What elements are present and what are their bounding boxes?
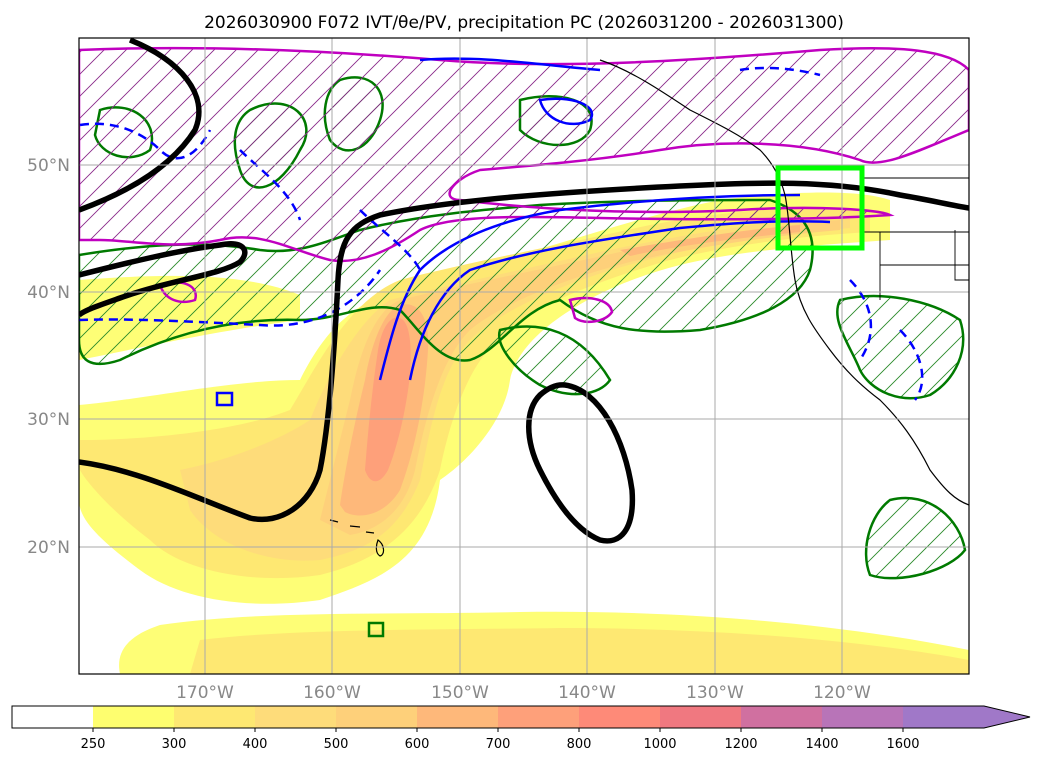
map-panel	[79, 38, 969, 674]
colorbar-tick-label: 600	[405, 737, 430, 752]
colorbar-swatch	[741, 706, 822, 728]
latitude-labels: 50°N 40°N 30°N 20°N	[27, 156, 70, 558]
lat-label-30n: 30°N	[27, 410, 70, 430]
colorbar-swatch	[336, 706, 417, 728]
lat-label-50n: 50°N	[27, 156, 70, 176]
lon-label-130w: 130°W	[686, 683, 744, 703]
thick-contour-low	[526, 382, 636, 544]
colorbar-tick-label: 400	[243, 737, 268, 752]
state-borders	[860, 177, 969, 300]
region-highlight-box	[775, 165, 865, 251]
lon-label-120w: 120°W	[813, 683, 871, 703]
map-frame	[78, 37, 970, 675]
lat-label-20n: 20°N	[27, 538, 70, 558]
colorbar-tick-label: 300	[162, 737, 187, 752]
theta-e-contours	[79, 57, 924, 407]
colorbar-swatch	[255, 706, 336, 728]
colorbar-tick-label: 800	[567, 737, 592, 752]
lon-label-140w: 140°W	[558, 683, 616, 703]
north-america-coast	[599, 59, 969, 506]
colorbar-swatch	[660, 706, 741, 728]
colorbar-tick-label: 1600	[886, 737, 919, 752]
coastlines	[329, 59, 969, 557]
longitude-labels: 170°W 160°W 150°W 140°W 130°W 120°W	[176, 683, 871, 703]
colorbar-swatch	[12, 706, 93, 728]
colorbar-swatch	[417, 706, 498, 728]
pv-contour-east	[497, 294, 967, 580]
colorbar: 250 300 400 500 600 700 800 1000 1200 1400 1600	[11, 705, 1031, 752]
colorbar-tick-label: 250	[81, 737, 106, 752]
theta-e-dashed	[79, 66, 924, 401]
colorbar-tick-label: 1000	[643, 737, 676, 752]
lon-label-150w: 150°W	[431, 683, 489, 703]
chart-title: 2026030900 F072 IVT/θe/PV, precipitation…	[204, 13, 844, 33]
gridlines	[79, 38, 969, 674]
thick-contour-north	[79, 38, 248, 318]
colorbar-swatch	[174, 706, 255, 728]
colorbar-tick-label: 1200	[724, 737, 757, 752]
colorbar-outline	[11, 705, 1031, 729]
thick-contours	[79, 38, 969, 544]
colorbar-extend-arrow	[903, 706, 1030, 728]
colorbar-swatch	[579, 706, 660, 728]
colorbar-swatch	[93, 706, 174, 728]
lon-label-160w: 160°W	[303, 683, 361, 703]
thick-contour-main	[79, 180, 969, 522]
colorbar-swatch	[822, 706, 903, 728]
colorbar-tick-label: 1400	[805, 737, 838, 752]
colorbar-tick-label: 500	[324, 737, 349, 752]
ivt-band-600	[340, 225, 800, 516]
ivt-band-700	[365, 317, 411, 482]
lat-label-40n: 40°N	[27, 283, 70, 303]
lon-label-170w: 170°W	[176, 683, 234, 703]
theta-e-solid	[215, 57, 831, 407]
hawaii-islands	[329, 519, 385, 557]
colorbar-swatch	[498, 706, 579, 728]
colorbar-tick-label: 700	[486, 737, 511, 752]
